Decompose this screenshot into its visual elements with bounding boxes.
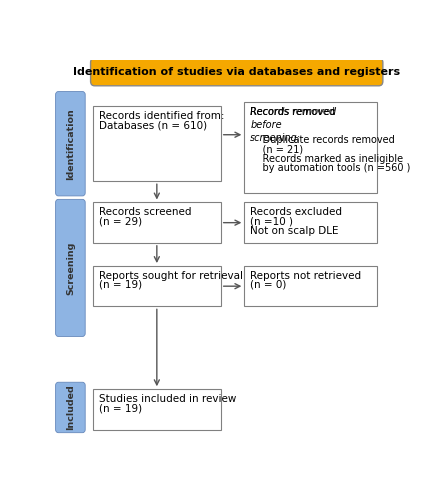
FancyBboxPatch shape (93, 202, 221, 243)
FancyBboxPatch shape (56, 382, 85, 432)
FancyBboxPatch shape (244, 202, 377, 243)
Text: (n = 19): (n = 19) (99, 280, 142, 290)
FancyBboxPatch shape (56, 200, 85, 336)
Text: Included: Included (66, 384, 75, 430)
Text: (n =10 ): (n =10 ) (250, 216, 293, 226)
Text: Identification of studies via databases and registers: Identification of studies via databases … (73, 67, 400, 77)
Text: Screening: Screening (66, 241, 75, 294)
Text: Records screened: Records screened (99, 207, 191, 217)
Text: Databases (n = 610): Databases (n = 610) (99, 120, 207, 130)
FancyBboxPatch shape (244, 266, 377, 306)
Text: Records removed 
before
screening:: Records removed before screening: (250, 107, 339, 142)
Text: by automation tools (n =560 ): by automation tools (n =560 ) (250, 163, 411, 173)
Text: Records identified from:: Records identified from: (99, 111, 224, 121)
Text: (n = 29): (n = 29) (99, 216, 142, 226)
Text: (n = 0): (n = 0) (250, 280, 287, 290)
Text: Duplicate records removed: Duplicate records removed (250, 135, 395, 145)
Text: Reports sought for retrieval: Reports sought for retrieval (99, 270, 243, 280)
Text: Records removed: Records removed (250, 107, 339, 117)
Text: Not on scalp DLE: Not on scalp DLE (250, 226, 339, 235)
FancyBboxPatch shape (93, 389, 221, 430)
FancyBboxPatch shape (244, 102, 377, 193)
Text: Records marked as ineligible: Records marked as ineligible (250, 154, 404, 164)
Text: Records excluded: Records excluded (250, 207, 342, 217)
Text: (n = 19): (n = 19) (99, 403, 142, 413)
Text: Studies included in review: Studies included in review (99, 394, 237, 404)
FancyBboxPatch shape (91, 58, 383, 86)
FancyBboxPatch shape (56, 92, 85, 196)
Text: Reports not retrieved: Reports not retrieved (250, 270, 362, 280)
FancyBboxPatch shape (93, 266, 221, 306)
Text: Identification: Identification (66, 108, 75, 180)
Text: (n = 21): (n = 21) (250, 144, 303, 154)
FancyBboxPatch shape (93, 106, 221, 182)
